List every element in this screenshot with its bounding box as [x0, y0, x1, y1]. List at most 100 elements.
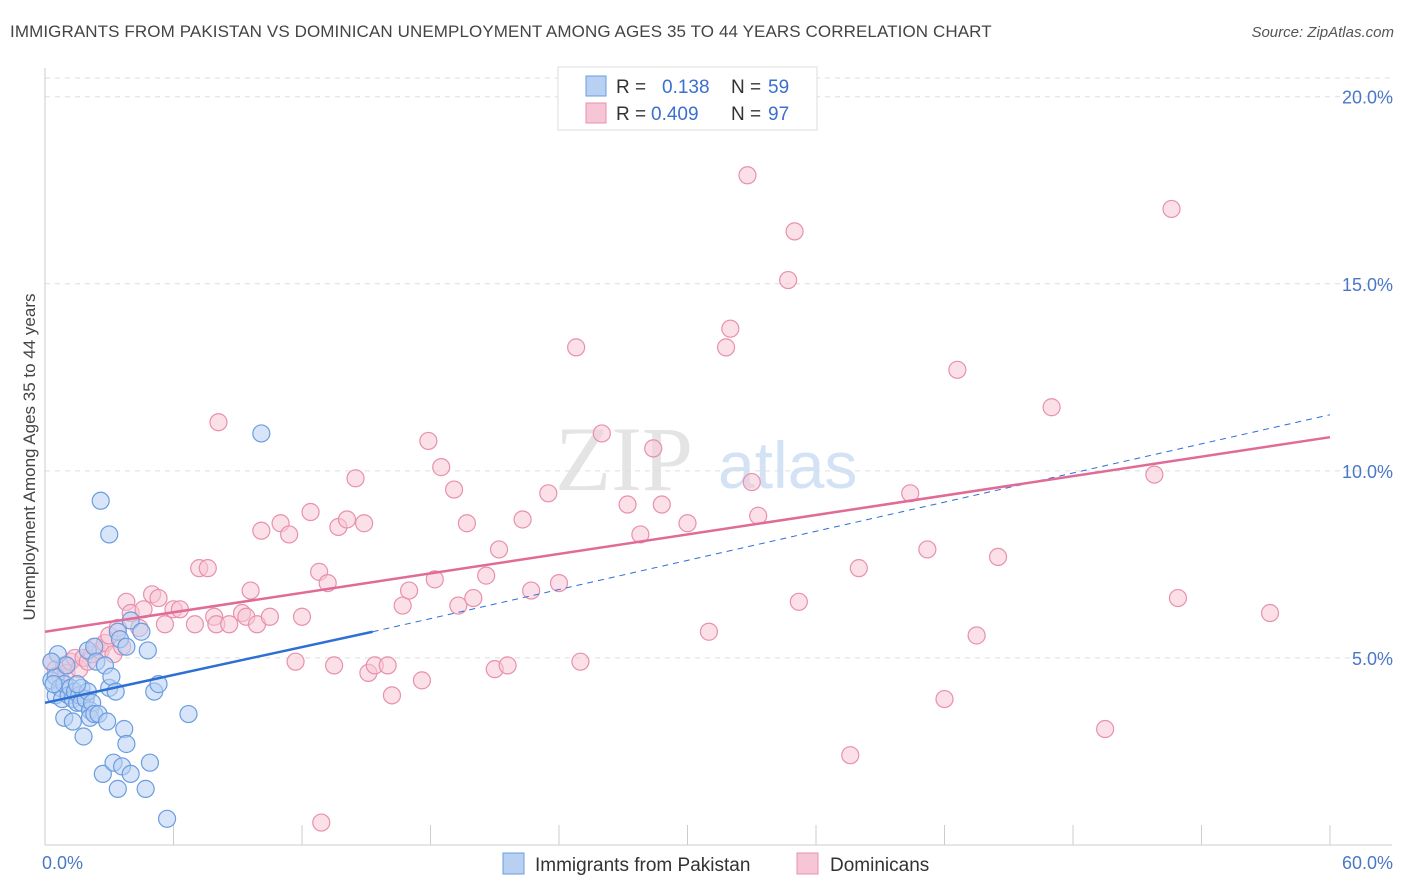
legend-r-label-dominicans: R =	[616, 104, 646, 125]
dominicans-point	[567, 338, 586, 357]
dominicans-point	[252, 521, 271, 540]
pakistan-point	[93, 764, 112, 784]
gridlines	[45, 77, 1392, 659]
pakistan-point	[100, 525, 119, 544]
dominicans-point	[280, 525, 299, 544]
dominicans-point	[644, 439, 663, 458]
pakistan-point	[136, 779, 155, 798]
dominicans-point	[355, 514, 374, 533]
y-tick-labels: 5.0% 10.0% 15.0% 20.0%	[1342, 88, 1393, 669]
chart-title: IMMIGRANTS FROM PAKISTAN VS DOMINICAN UN…	[10, 22, 992, 41]
pakistan-point	[108, 779, 127, 798]
dominicans-point	[935, 689, 954, 709]
y-axis-label: Unemployment Among Ages 35 to 44 years	[20, 294, 39, 621]
pakistan-point	[68, 675, 87, 694]
dominicans-point	[742, 472, 761, 492]
bottom-legend-label-pakistan: Immigrants from Pakistan	[535, 855, 750, 876]
pakistan-point	[102, 667, 121, 686]
dominicans-point	[1145, 465, 1164, 484]
dominicans-point	[444, 480, 464, 499]
axes	[44, 68, 1392, 846]
bottom-legend-swatch-dominicans	[796, 852, 819, 875]
dominicans-point	[618, 495, 637, 514]
legend-r-label-pakistan: R =	[616, 77, 646, 98]
dominicans-point	[948, 360, 967, 379]
y-tick-label: 5.0%	[1352, 649, 1393, 669]
dominicans-point	[789, 592, 808, 611]
dominicans-point	[399, 581, 419, 600]
bottom-legend-swatch-pakistan	[502, 852, 525, 875]
dominicans-point	[1042, 398, 1061, 417]
dominicans-point	[988, 547, 1008, 567]
legend-n-label-dominicans: N =	[731, 104, 761, 125]
dominicans-point	[301, 502, 320, 522]
x-tick-labels: 0.0% 60.0%	[42, 853, 1393, 873]
dominicans-point	[571, 652, 590, 671]
pakistan-point	[252, 424, 271, 443]
trend-lines	[44, 414, 1331, 705]
dominicans-point	[155, 615, 175, 634]
dominicans-point	[539, 484, 558, 503]
dominicans-point	[412, 671, 432, 690]
dominicans-point	[785, 222, 804, 241]
pakistan-point	[98, 712, 117, 731]
dominicans-point	[260, 607, 279, 626]
legend-n-label-pakistan: N =	[731, 77, 761, 98]
legend-r-value-dominicans: 0.409	[651, 104, 699, 125]
legend-swatch-pakistan	[585, 75, 607, 97]
dominicans-point	[325, 656, 344, 675]
dominicans-point	[738, 166, 757, 185]
source-credit: Source: ZipAtlas.com	[1251, 24, 1394, 41]
top-legend: R = 0.138 N = 59 R = 0.409 N = 97	[557, 66, 818, 131]
dominicans-point	[220, 615, 239, 634]
pakistan-point	[85, 637, 104, 656]
pakistan-point	[121, 764, 140, 784]
dominicans-point	[716, 338, 736, 357]
legend-n-value-pakistan: 59	[768, 77, 789, 98]
dominicans-point	[1162, 199, 1181, 219]
pakistan-point	[63, 712, 82, 731]
dominicans-point	[918, 540, 937, 559]
legend-r-value-pakistan: 0.138	[662, 77, 710, 98]
dominicans-point	[652, 495, 671, 514]
dominicans-point	[337, 510, 357, 529]
x-tick-label-min: 0.0%	[42, 853, 83, 873]
dominicans-point	[513, 510, 532, 529]
dominicans-point	[592, 424, 611, 443]
dominicans-point	[425, 570, 444, 589]
bottom-legend: Immigrants from Pakistan Dominicans	[502, 852, 929, 876]
dominicans-point	[185, 615, 205, 634]
pakistan-point	[138, 641, 157, 660]
watermark-zip: ZIP	[555, 408, 693, 510]
dominicans-point	[419, 431, 438, 451]
dominicans-point	[522, 581, 541, 600]
legend-n-value-dominicans: 97	[768, 104, 789, 125]
pakistan-point	[74, 727, 93, 746]
dominicans-point	[149, 588, 168, 608]
pakistan-point	[115, 719, 134, 739]
dominicans-point	[1096, 719, 1115, 739]
dominicans-point	[498, 656, 517, 675]
x-tick-label-max: 60.0%	[1342, 853, 1393, 873]
dominicans-point	[721, 319, 740, 338]
pakistan-points	[42, 424, 271, 828]
dominicans-point	[464, 588, 483, 608]
dominicans-point	[209, 413, 228, 432]
pakistan-point	[44, 675, 63, 694]
dominicans-point	[1168, 588, 1188, 608]
dominicans-point	[198, 559, 217, 578]
dominicans-point	[312, 813, 331, 832]
dominicans-point	[382, 686, 402, 705]
dominicans-point	[779, 270, 798, 290]
pakistan-point	[42, 652, 61, 671]
dominicans-point	[477, 566, 496, 585]
y-tick-label: 10.0%	[1342, 462, 1393, 482]
dominicans-trend-line	[44, 435, 1331, 633]
y-tick-label: 15.0%	[1342, 275, 1393, 295]
pakistan-point	[179, 704, 198, 724]
dominicans-point	[849, 559, 868, 578]
pakistan-point	[117, 637, 136, 656]
pakistan-point	[117, 734, 136, 754]
pakistan-trend-line	[44, 630, 373, 705]
